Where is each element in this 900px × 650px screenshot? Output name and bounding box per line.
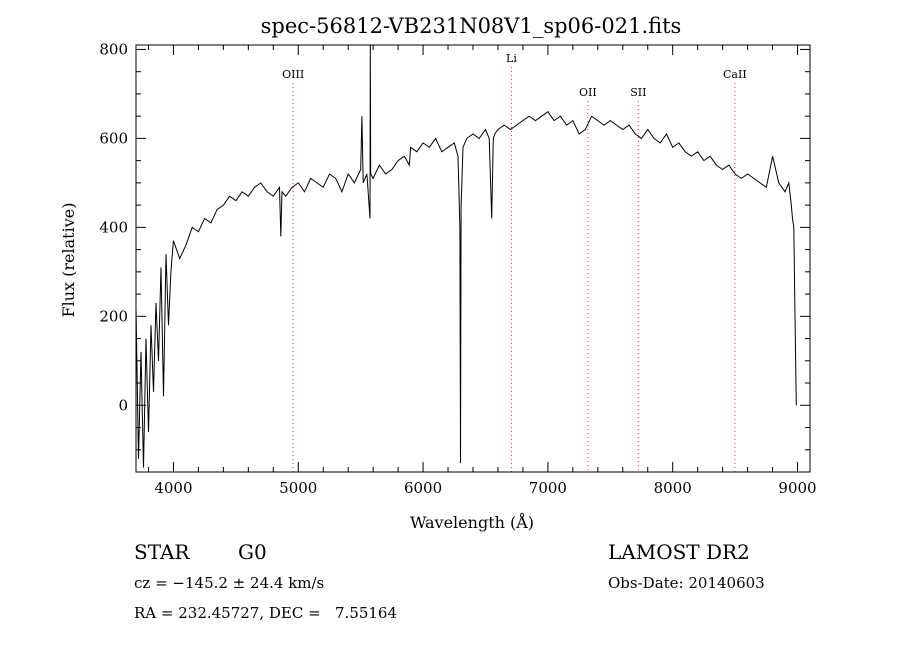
spectral-line-label: CaII — [723, 68, 747, 81]
object-type: STAR — [134, 540, 190, 564]
ra-dec-coordinates: RA = 232.45727, DEC = 7.55164 — [134, 604, 398, 622]
subclass: G0 — [238, 540, 267, 564]
y-tick-label: 800 — [99, 40, 128, 58]
observation-date: Obs-Date: 20140603 — [608, 574, 765, 592]
x-tick-label: 4000 — [154, 479, 192, 497]
x-tick-label: 9000 — [778, 479, 816, 497]
chart-title: spec-56812-VB231N08V1_sp06-021.fits — [261, 14, 682, 38]
spectral-line-label: Li — [506, 52, 517, 65]
axes — [135, 44, 811, 473]
tick-labels: 4000 5000 6000 7000 8000 9000 0 200 400 600 800 — [99, 40, 816, 497]
spectral-line-label: OIII — [282, 68, 304, 81]
y-tick-label: 400 — [99, 218, 128, 236]
y-tick-label: 0 — [118, 396, 128, 414]
x-axis-label: Wavelength (Å) — [410, 512, 534, 532]
spectral-line-markers: OIII Li OII SII CaII — [282, 52, 747, 472]
spectrum-chart: spec-56812-VB231N08V1_sp06-021.fits OIII… — [59, 14, 817, 532]
y-axis-label: Flux (relative) — [59, 203, 78, 318]
survey-name: LAMOST DR2 — [608, 540, 750, 564]
x-tick-label: 8000 — [654, 479, 692, 497]
x-tick-label: 5000 — [279, 479, 317, 497]
x-tick-label: 7000 — [529, 479, 567, 497]
y-tick-label: 200 — [99, 307, 128, 325]
spectral-line-label: OII — [579, 86, 597, 99]
spectral-line-label: SII — [630, 86, 646, 99]
x-tick-label: 6000 — [404, 479, 442, 497]
spectrum-line — [135, 44, 797, 468]
spectrum-series — [135, 44, 797, 468]
y-tick-label: 600 — [99, 129, 128, 147]
redshift-velocity: cz = −145.2 ± 24.4 km/s — [134, 574, 325, 592]
plot-frame — [135, 44, 811, 473]
